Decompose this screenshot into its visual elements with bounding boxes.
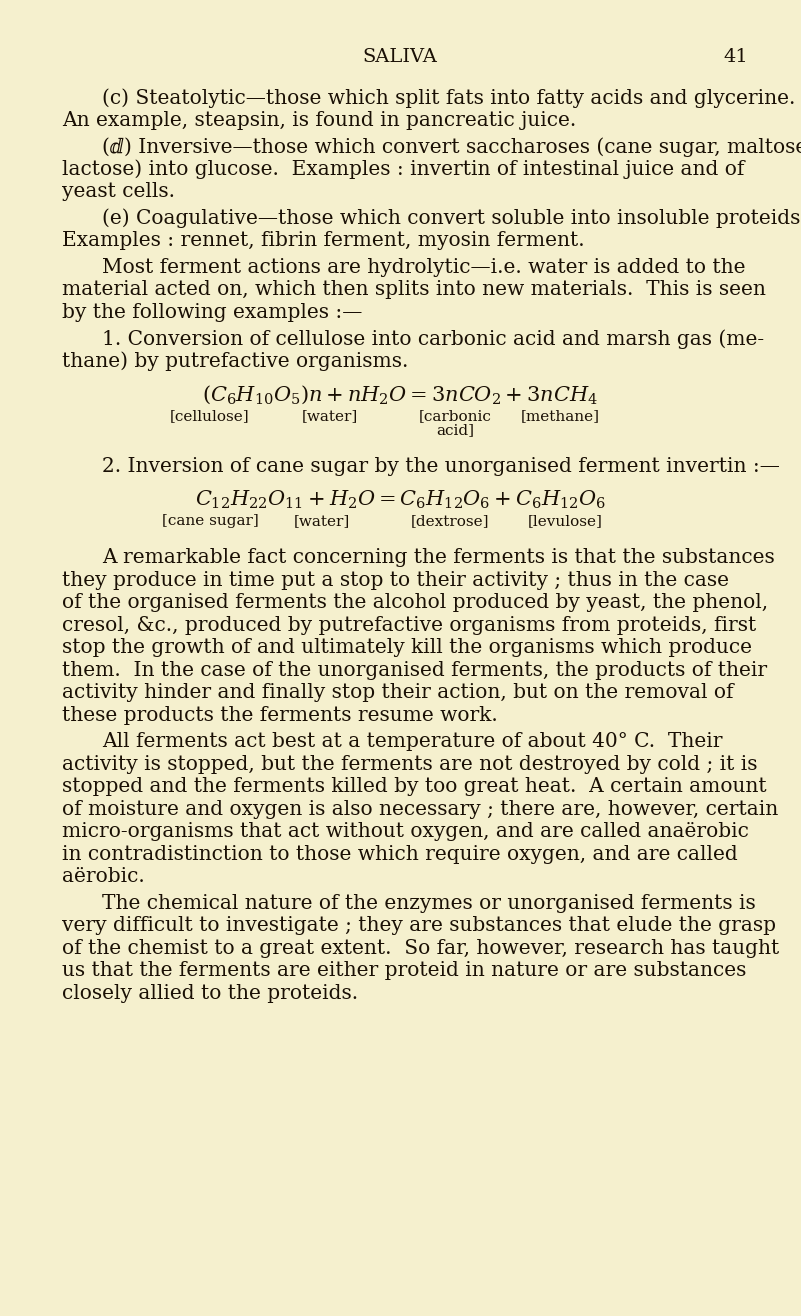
Text: closely allied to the proteids.: closely allied to the proteids. (62, 984, 358, 1003)
Text: (ⅆ) Inversive—those which convert saccharoses (cane sugar, maltose,: (ⅆ) Inversive—those which convert saccha… (102, 137, 801, 157)
Text: All ferments act best at a temperature of about 40° C.  Their: All ferments act best at a temperature o… (102, 732, 723, 751)
Text: 41: 41 (723, 47, 748, 66)
Text: An example, steapsin, is found in pancreatic juice.: An example, steapsin, is found in pancre… (62, 111, 576, 129)
Text: [carbonic: [carbonic (419, 409, 492, 424)
Text: stopped and the ferments killed by too great heat.  A certain amount: stopped and the ferments killed by too g… (62, 778, 767, 796)
Text: them.  In the case of the unorganised ferments, the products of their: them. In the case of the unorganised fer… (62, 661, 767, 679)
Text: Most ferment actions are hydrolytic—i.e. water is added to the: Most ferment actions are hydrolytic—i.e.… (102, 258, 746, 276)
Text: (e) Coagulative—those which convert soluble into insoluble proteids.: (e) Coagulative—those which convert solu… (102, 209, 801, 228)
Text: [cane sugar]: [cane sugar] (162, 515, 259, 529)
Text: cresol, &c., produced by putrefactive organisms from proteids, first: cresol, &c., produced by putrefactive or… (62, 616, 756, 634)
Text: (c) Steatolytic—those which split fats into fatty acids and glycerine.: (c) Steatolytic—those which split fats i… (102, 88, 795, 108)
Text: of the chemist to a great extent.  So far, however, research has taught: of the chemist to a great extent. So far… (62, 938, 779, 958)
Text: us that the ferments are either proteid in nature or are substances: us that the ferments are either proteid … (62, 961, 747, 980)
Text: acid]: acid] (436, 424, 474, 437)
Text: activity hinder and finally stop their action, but on the removal of: activity hinder and finally stop their a… (62, 683, 734, 703)
Text: $(C_6H_{10}O_5)n+nH_2O = 3nCO_2+3nCH_4$: $(C_6H_{10}O_5)n+nH_2O = 3nCO_2+3nCH_4$ (202, 383, 598, 405)
Text: of moisture and oxygen is also necessary ; there are, however, certain: of moisture and oxygen is also necessary… (62, 800, 779, 819)
Text: [water]: [water] (294, 515, 350, 529)
Text: 1. Conversion of cellulose into carbonic acid and marsh gas (me-: 1. Conversion of cellulose into carbonic… (102, 329, 764, 349)
Text: thane) by putrefactive organisms.: thane) by putrefactive organisms. (62, 351, 409, 371)
Text: these products the ferments resume work.: these products the ferments resume work. (62, 705, 497, 725)
Text: SALIVA: SALIVA (363, 47, 437, 66)
Text: [water]: [water] (302, 409, 358, 424)
Text: aërobic.: aërobic. (62, 867, 145, 886)
Text: lactose) into glucose.  Examples : invertin of intestinal juice and of: lactose) into glucose. Examples : invert… (62, 159, 744, 179)
Text: in contradistinction to those which require oxygen, and are called: in contradistinction to those which requ… (62, 845, 738, 863)
Text: A remarkable fact concerning the ferments is that the substances: A remarkable fact concerning the ferment… (102, 549, 775, 567)
Text: [levulose]: [levulose] (528, 515, 602, 529)
Text: [methane]: [methane] (521, 409, 599, 424)
Text: [dextrose]: [dextrose] (411, 515, 489, 529)
Text: $C_{12}H_{22}O_{11}+H_2O = C_6H_{12}O_6+C_6H_{12}O_6$: $C_{12}H_{22}O_{11}+H_2O = C_6H_{12}O_6+… (195, 488, 606, 511)
Text: very difficult to investigate ; they are substances that elude the grasp: very difficult to investigate ; they are… (62, 916, 776, 936)
Text: micro-organisms that act without oxygen, and are called anaërobic: micro-organisms that act without oxygen,… (62, 822, 749, 841)
Text: Examples : rennet, fibrin ferment, myosin ferment.: Examples : rennet, fibrin ferment, myosi… (62, 232, 585, 250)
Text: material acted on, which then splits into new materials.  This is seen: material acted on, which then splits int… (62, 280, 766, 299)
Text: yeast cells.: yeast cells. (62, 182, 175, 201)
Text: stop the growth of and ultimately kill the organisms which produce: stop the growth of and ultimately kill t… (62, 638, 752, 657)
Text: by the following examples :—: by the following examples :— (62, 303, 362, 321)
Text: of the organised ferments the alcohol produced by yeast, the phenol,: of the organised ferments the alcohol pr… (62, 594, 768, 612)
Text: The chemical nature of the enzymes or unorganised ferments is: The chemical nature of the enzymes or un… (102, 894, 756, 913)
Text: 2. Inversion of cane sugar by the unorganised ferment invertin :—: 2. Inversion of cane sugar by the unorga… (102, 457, 780, 476)
Text: activity is stopped, but the ferments are not destroyed by cold ; it is: activity is stopped, but the ferments ar… (62, 755, 758, 774)
Text: [cellulose]: [cellulose] (170, 409, 250, 424)
Text: they produce in time put a stop to their activity ; thus in the case: they produce in time put a stop to their… (62, 571, 729, 590)
